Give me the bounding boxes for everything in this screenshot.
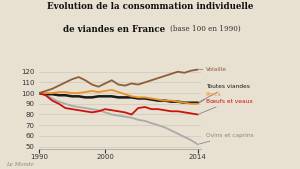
Text: de viandes en France: de viandes en France	[63, 25, 165, 33]
Text: Porcs: Porcs	[199, 92, 221, 103]
Text: Le Monde: Le Monde	[6, 162, 34, 167]
Text: (base 100 en 1990): (base 100 en 1990)	[170, 25, 241, 32]
Text: Evolution de la consommation individuelle: Evolution de la consommation individuell…	[47, 2, 253, 11]
Text: Ovins et caprins: Ovins et caprins	[199, 133, 253, 144]
Text: Bœufs et veaux: Bœufs et veaux	[199, 99, 253, 114]
Text: Volaille: Volaille	[199, 67, 226, 72]
Text: Toutes viandes: Toutes viandes	[199, 84, 250, 102]
